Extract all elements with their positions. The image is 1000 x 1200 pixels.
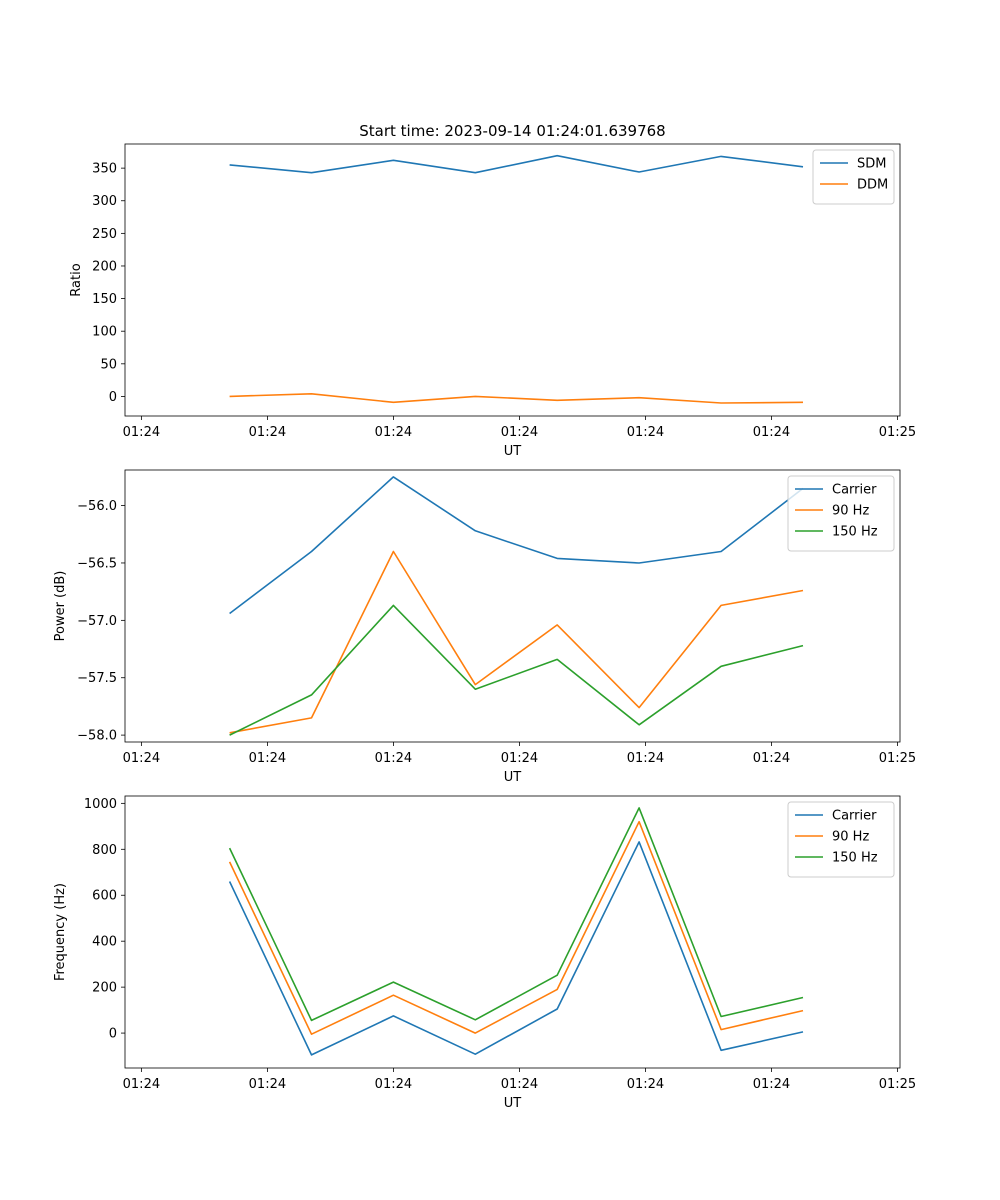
x-tick-label: 01:24 bbox=[123, 425, 160, 440]
series-line-carrier bbox=[228, 841, 804, 1056]
legend-frame bbox=[787, 475, 895, 552]
y-tick-label: 250 bbox=[92, 227, 117, 242]
y-tick-label: 0 bbox=[109, 390, 117, 405]
legend-label: 90 Hz bbox=[832, 504, 869, 519]
y-axis-label: Frequency (Hz) bbox=[53, 883, 68, 981]
x-tick-label: 01:24 bbox=[249, 751, 286, 766]
y-tick-label: 200 bbox=[92, 981, 117, 996]
y-tick-label: 150 bbox=[92, 292, 117, 307]
x-tick-label: 01:24 bbox=[249, 1077, 286, 1092]
x-tick-label: 01:24 bbox=[375, 751, 412, 766]
y-tick-label: 600 bbox=[92, 889, 117, 904]
x-axis-label: UT bbox=[504, 1096, 522, 1111]
x-tick-label: 01:24 bbox=[375, 425, 412, 440]
x-tick-label: 01:24 bbox=[123, 751, 160, 766]
x-tick-label: 01:24 bbox=[501, 425, 538, 440]
subplot-3: 01:24 01:24 01:24 01:24 01:24 01:24 01:25 0 200 4… bbox=[53, 795, 916, 1111]
x-tick-label: 01:24 bbox=[501, 751, 538, 766]
axes-frame bbox=[124, 795, 901, 1069]
x-axis-label: UT bbox=[504, 770, 522, 785]
y-tick-label: 0 bbox=[109, 1027, 117, 1042]
x-tick-label: 01:24 bbox=[627, 425, 664, 440]
legend-label: Carrier bbox=[832, 483, 877, 498]
x-tick-label: 01:25 bbox=[879, 425, 916, 440]
legend-label: Carrier bbox=[832, 809, 877, 824]
y-tick-label: 100 bbox=[92, 325, 117, 340]
charts-container: 01:24 01:24 01:24 01:24 01:24 01:24 01:25 0 50 10… bbox=[53, 143, 916, 1111]
y-tick-label: −57.5 bbox=[77, 671, 117, 686]
legend-label: DDM bbox=[857, 178, 888, 193]
y-tick-label: 350 bbox=[92, 162, 117, 177]
x-tick-label: 01:25 bbox=[879, 1077, 916, 1092]
x-axis-label: UT bbox=[504, 444, 522, 459]
legend-label: SDM bbox=[857, 157, 886, 172]
y-tick-label: −56.5 bbox=[77, 556, 117, 571]
series-line-150-hz bbox=[228, 807, 804, 1022]
x-tick-label: 01:24 bbox=[753, 1077, 790, 1092]
x-tick-label: 01:24 bbox=[501, 1077, 538, 1092]
series-line-150-hz bbox=[229, 604, 804, 736]
x-tick-label: 01:24 bbox=[627, 1077, 664, 1092]
x-tick-label: 01:24 bbox=[753, 425, 790, 440]
y-tick-label: 50 bbox=[100, 357, 117, 372]
subplot-2: 01:24 01:24 01:24 01:24 01:24 01:24 01:25 −58.0… bbox=[53, 469, 916, 785]
legend: Carrier 90 Hz 150 Hz bbox=[787, 801, 895, 878]
x-tick-label: 01:24 bbox=[627, 751, 664, 766]
legend: Carrier 90 Hz 150 Hz bbox=[787, 475, 895, 552]
legend-frame bbox=[787, 801, 895, 878]
legend: SDM DDM bbox=[812, 149, 895, 205]
series-line-carrier bbox=[229, 476, 804, 615]
series-line-ddm bbox=[229, 392, 804, 404]
x-tick-label: 01:24 bbox=[249, 425, 286, 440]
legend-label: 90 Hz bbox=[832, 830, 869, 845]
y-tick-label: −56.0 bbox=[77, 499, 117, 514]
y-tick-label: 300 bbox=[92, 194, 117, 209]
y-axis-label: Power (dB) bbox=[53, 571, 68, 642]
y-tick-label: 1000 bbox=[84, 797, 117, 812]
series-line-90-hz bbox=[228, 820, 804, 1035]
x-tick-label: 01:24 bbox=[753, 751, 790, 766]
series-line-sdm bbox=[229, 154, 804, 174]
y-tick-label: 200 bbox=[92, 259, 117, 274]
subplot-1: 01:24 01:24 01:24 01:24 01:24 01:24 01:25 0 50 10… bbox=[69, 143, 916, 459]
chart-title: Start time: 2023-09-14 01:24:01.639768 bbox=[359, 122, 665, 140]
axes-frame bbox=[124, 143, 901, 417]
axes-frame bbox=[124, 469, 901, 743]
y-tick-label: 400 bbox=[92, 935, 117, 950]
legend-label: 150 Hz bbox=[832, 851, 878, 866]
x-tick-label: 01:25 bbox=[879, 751, 916, 766]
y-tick-label: −57.0 bbox=[77, 614, 117, 629]
y-tick-label: 800 bbox=[92, 843, 117, 858]
x-tick-label: 01:24 bbox=[375, 1077, 412, 1092]
series-line-90-hz bbox=[229, 550, 804, 734]
y-axis-label: Ratio bbox=[69, 263, 84, 296]
y-tick-label: −58.0 bbox=[77, 729, 117, 744]
x-tick-label: 01:24 bbox=[123, 1077, 160, 1092]
legend-label: 150 Hz bbox=[832, 525, 878, 540]
